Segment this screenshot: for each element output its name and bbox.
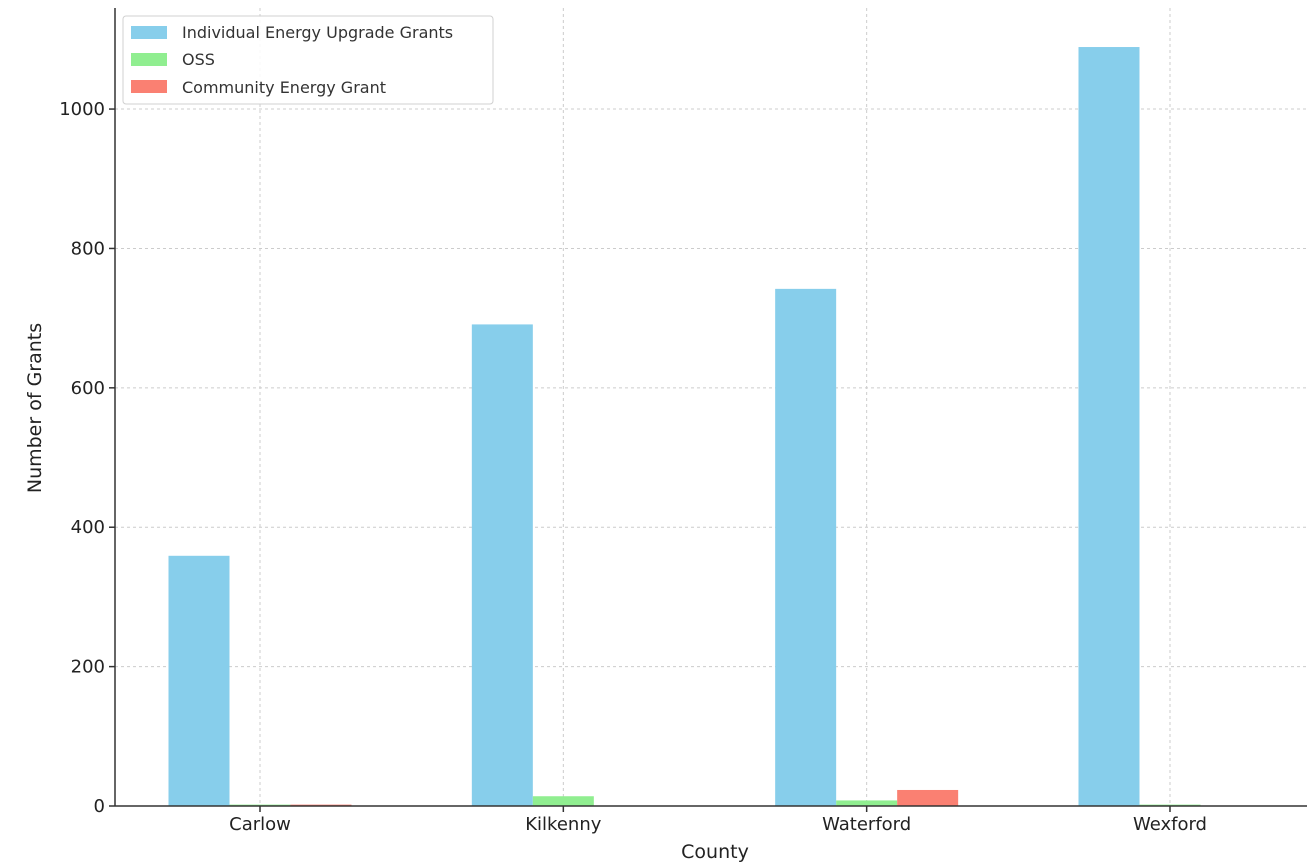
- y-tick-label: 1000: [59, 99, 105, 120]
- x-tick-label-waterford: Waterford: [822, 814, 911, 835]
- y-tick-label: 0: [94, 796, 105, 817]
- bar-oss-waterford: [836, 800, 898, 806]
- bar-individual-energy-upgrade-grants-wexford: [1078, 47, 1140, 807]
- y-tick-label: 200: [71, 657, 105, 678]
- legend-swatch-oss: [131, 53, 167, 66]
- x-axis-label: County: [681, 841, 749, 863]
- bars: [168, 47, 1201, 807]
- y-tick-label: 800: [71, 238, 105, 259]
- bar-community-energy-grant-waterford: [897, 789, 959, 806]
- x-tick-label-carlow: Carlow: [229, 814, 291, 835]
- y-axis-ticks: 0 200 400 600 800 1000: [59, 99, 115, 817]
- y-tick-label: 400: [71, 517, 105, 538]
- x-axis-ticks: Carlow Kilkenny Waterford Wexford: [229, 806, 1207, 835]
- legend-label-individual: Individual Energy Upgrade Grants: [182, 23, 453, 42]
- legend-label-community: Community Energy Grant: [182, 78, 386, 97]
- legend-box: [122, 15, 494, 105]
- bar-individual-energy-upgrade-grants-waterford: [775, 288, 837, 806]
- grid: [115, 8, 1307, 807]
- legend-swatch-community: [131, 80, 167, 93]
- y-axis-label: Number of Grants: [24, 323, 46, 493]
- x-tick-label-wexford: Wexford: [1133, 814, 1207, 835]
- bar-individual-energy-upgrade-grants-carlow: [168, 555, 230, 806]
- bar-oss-kilkenny: [532, 796, 594, 806]
- x-tick-label-kilkenny: Kilkenny: [525, 814, 601, 835]
- y-tick-label: 600: [71, 378, 105, 399]
- legend-label-oss: OSS: [182, 50, 215, 69]
- legend: Individual Energy Upgrade Grants OSS Com…: [122, 15, 494, 105]
- legend-swatch-individual: [131, 26, 167, 39]
- bar-individual-energy-upgrade-grants-kilkenny: [471, 324, 533, 806]
